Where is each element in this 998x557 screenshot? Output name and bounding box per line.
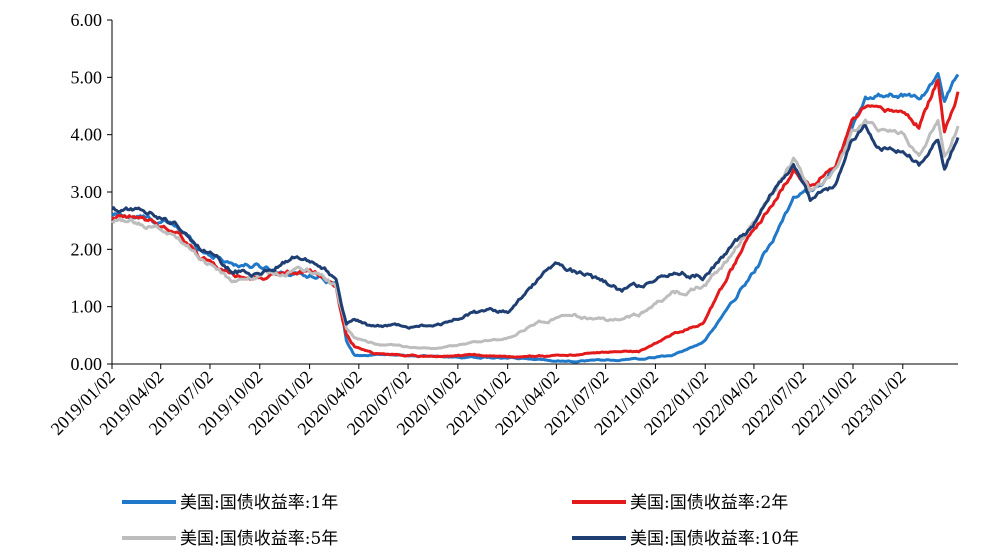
series-line xyxy=(111,118,960,351)
legend-label: 美国:国债收益率:5年 xyxy=(180,529,338,549)
series-line xyxy=(111,124,960,330)
series-line xyxy=(111,72,960,364)
y-tick-label: 6.00 xyxy=(71,10,103,30)
legend-label: 美国:国债收益率:1年 xyxy=(180,493,338,513)
y-tick-label: 3.00 xyxy=(71,182,103,202)
legend-label: 美国:国债收益率:10年 xyxy=(630,529,799,549)
axes: 0.001.002.003.004.005.006.002019/01/0220… xyxy=(47,10,958,439)
y-tick-label: 1.00 xyxy=(71,297,103,317)
y-tick-label: 5.00 xyxy=(71,67,103,87)
y-tick-label: 0.00 xyxy=(71,354,103,374)
legend-label: 美国:国债收益率:2年 xyxy=(630,493,788,513)
series-lines xyxy=(111,72,960,364)
y-tick-label: 2.00 xyxy=(71,239,103,259)
series-line xyxy=(111,78,960,359)
y-tick-label: 4.00 xyxy=(71,125,103,145)
